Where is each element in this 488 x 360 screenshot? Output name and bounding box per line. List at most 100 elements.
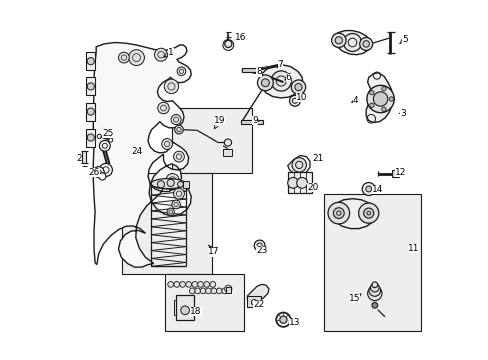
Text: 26: 26 bbox=[88, 168, 100, 177]
Polygon shape bbox=[287, 156, 309, 175]
Circle shape bbox=[87, 58, 94, 65]
Circle shape bbox=[381, 107, 386, 112]
Circle shape bbox=[365, 186, 371, 192]
Circle shape bbox=[381, 86, 386, 91]
Circle shape bbox=[99, 140, 110, 151]
Circle shape bbox=[162, 139, 172, 149]
Circle shape bbox=[373, 92, 387, 106]
Text: 15: 15 bbox=[348, 294, 360, 303]
Circle shape bbox=[257, 75, 273, 91]
Text: 9: 9 bbox=[252, 116, 259, 125]
Circle shape bbox=[366, 85, 393, 113]
Circle shape bbox=[251, 300, 257, 305]
Circle shape bbox=[335, 37, 342, 44]
Bar bbox=[183, 181, 188, 188]
Text: 16: 16 bbox=[235, 33, 246, 42]
Circle shape bbox=[224, 139, 231, 146]
Circle shape bbox=[370, 283, 378, 292]
Circle shape bbox=[363, 208, 373, 218]
Text: 12: 12 bbox=[395, 168, 406, 177]
Circle shape bbox=[388, 97, 393, 101]
Circle shape bbox=[118, 52, 129, 63]
Circle shape bbox=[369, 103, 373, 108]
Text: 6: 6 bbox=[285, 73, 291, 82]
Circle shape bbox=[167, 282, 173, 287]
Circle shape bbox=[181, 306, 189, 315]
Text: 1: 1 bbox=[163, 48, 173, 57]
Bar bbox=[172, 108, 251, 173]
Circle shape bbox=[270, 71, 291, 91]
Circle shape bbox=[224, 40, 231, 48]
Circle shape bbox=[362, 41, 368, 47]
Text: 17: 17 bbox=[208, 245, 219, 256]
Circle shape bbox=[87, 134, 94, 141]
Circle shape bbox=[343, 33, 361, 51]
Ellipse shape bbox=[151, 179, 185, 189]
Text: 20: 20 bbox=[306, 183, 318, 192]
Circle shape bbox=[177, 181, 183, 187]
Bar bbox=[323, 194, 420, 331]
Circle shape bbox=[209, 282, 215, 287]
Bar bbox=[241, 120, 262, 124]
Text: 5: 5 bbox=[399, 35, 407, 44]
Circle shape bbox=[167, 179, 174, 186]
Bar bbox=[247, 296, 261, 307]
Circle shape bbox=[222, 288, 227, 294]
Circle shape bbox=[174, 282, 179, 287]
Bar bbox=[241, 68, 261, 72]
Bar bbox=[223, 149, 231, 156]
Text: 23: 23 bbox=[256, 246, 267, 255]
Circle shape bbox=[99, 173, 106, 180]
Circle shape bbox=[362, 183, 374, 195]
Polygon shape bbox=[259, 65, 302, 98]
Polygon shape bbox=[247, 284, 268, 302]
Circle shape bbox=[157, 181, 164, 188]
Circle shape bbox=[291, 158, 306, 172]
Text: 7: 7 bbox=[277, 60, 283, 69]
Bar bbox=[122, 173, 212, 274]
Circle shape bbox=[154, 48, 167, 61]
Polygon shape bbox=[333, 31, 370, 55]
Text: 18: 18 bbox=[190, 307, 201, 316]
Circle shape bbox=[200, 288, 205, 294]
Circle shape bbox=[99, 163, 112, 176]
Bar bbox=[165, 274, 244, 331]
Circle shape bbox=[296, 177, 307, 188]
Text: 19: 19 bbox=[213, 116, 224, 129]
Text: 25: 25 bbox=[102, 129, 113, 138]
Circle shape bbox=[291, 80, 305, 94]
Circle shape bbox=[367, 286, 381, 301]
Circle shape bbox=[368, 285, 380, 296]
Bar bbox=[174, 300, 176, 315]
Circle shape bbox=[171, 200, 180, 209]
Circle shape bbox=[179, 282, 185, 287]
Text: 13: 13 bbox=[288, 318, 300, 327]
Circle shape bbox=[254, 240, 264, 251]
Text: 22: 22 bbox=[253, 300, 264, 309]
Circle shape bbox=[294, 84, 302, 91]
Circle shape bbox=[358, 203, 378, 223]
Circle shape bbox=[369, 90, 373, 95]
Circle shape bbox=[371, 302, 377, 308]
Circle shape bbox=[166, 174, 179, 186]
Circle shape bbox=[333, 208, 344, 219]
Circle shape bbox=[87, 83, 94, 90]
Text: 11: 11 bbox=[407, 244, 419, 253]
Circle shape bbox=[197, 282, 203, 287]
Text: 3: 3 bbox=[399, 109, 405, 118]
Polygon shape bbox=[366, 73, 392, 122]
Circle shape bbox=[177, 67, 185, 76]
Circle shape bbox=[164, 79, 178, 94]
Circle shape bbox=[216, 288, 222, 294]
Polygon shape bbox=[93, 42, 191, 267]
Text: 24: 24 bbox=[131, 147, 142, 156]
Circle shape bbox=[276, 312, 290, 327]
Circle shape bbox=[167, 208, 174, 215]
Circle shape bbox=[189, 288, 195, 294]
Circle shape bbox=[93, 167, 104, 177]
Circle shape bbox=[128, 50, 144, 66]
Bar bbox=[86, 77, 95, 95]
Circle shape bbox=[87, 108, 94, 115]
Circle shape bbox=[359, 37, 372, 50]
Bar bbox=[391, 170, 398, 177]
